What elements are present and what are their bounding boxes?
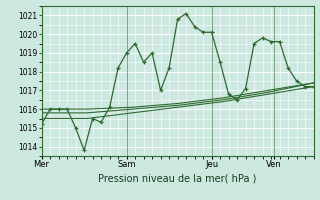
X-axis label: Pression niveau de la mer( hPa ): Pression niveau de la mer( hPa )	[99, 173, 257, 183]
